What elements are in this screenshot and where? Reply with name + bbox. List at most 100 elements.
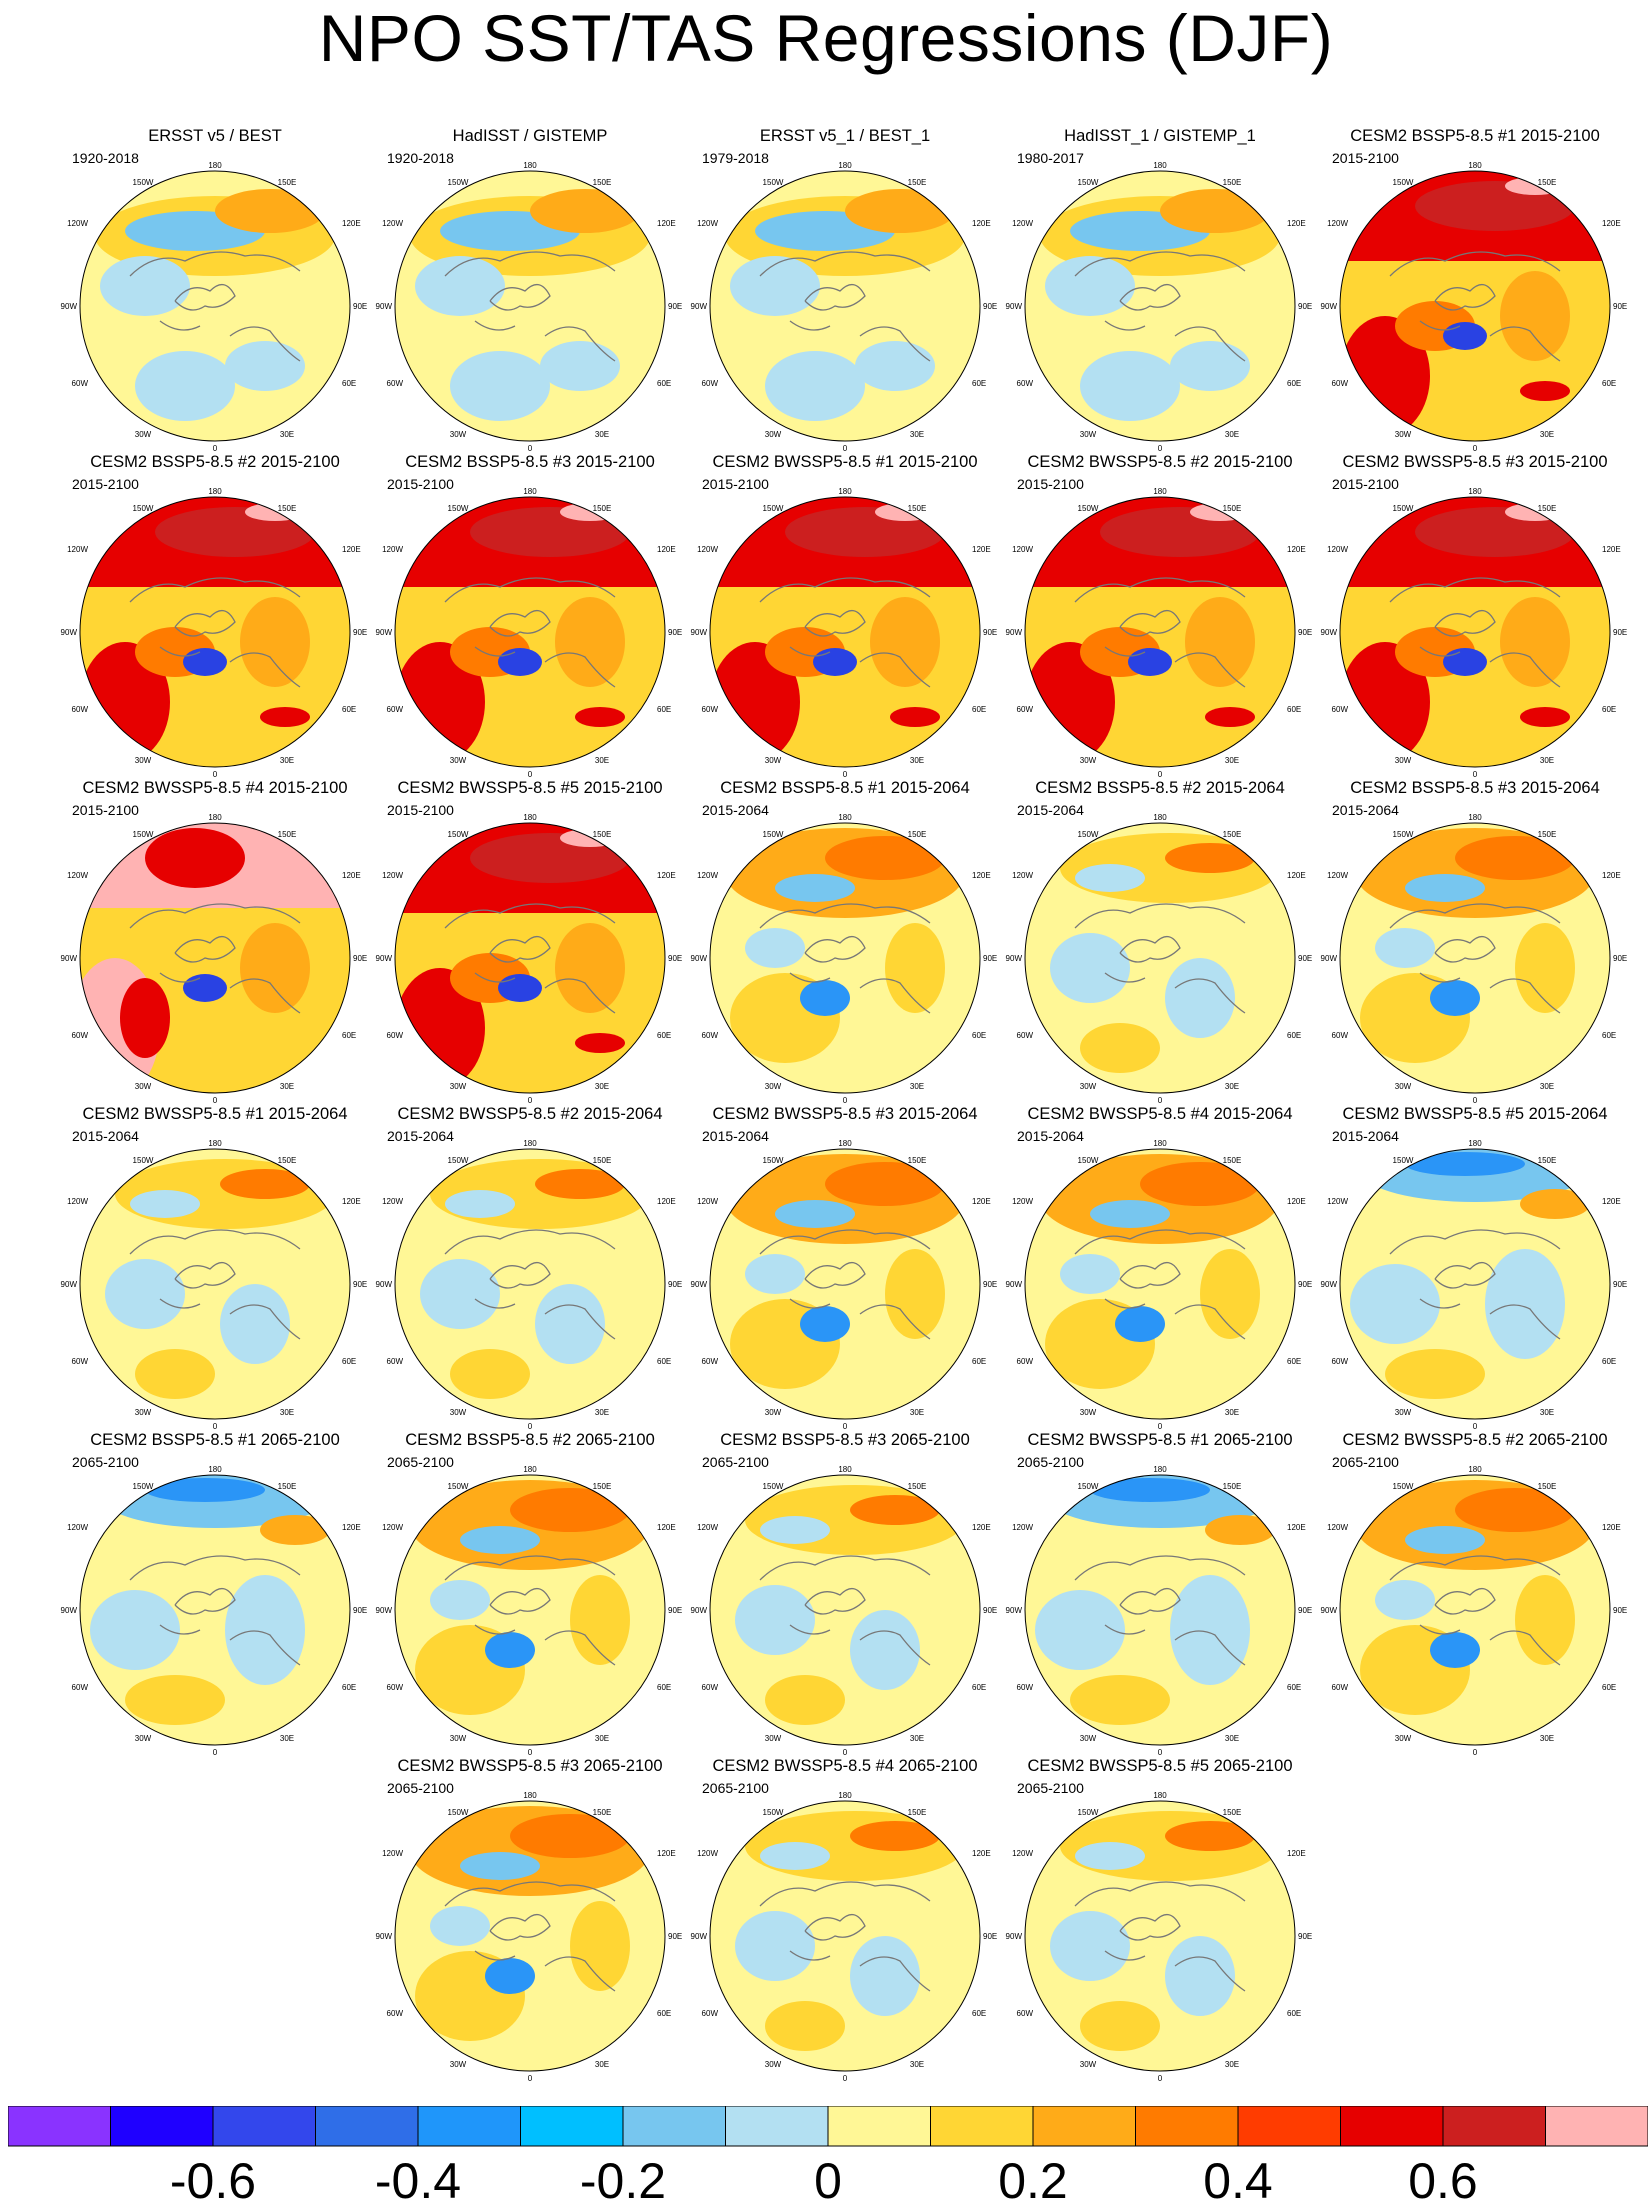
contour-region xyxy=(240,923,310,1013)
coastline xyxy=(444,251,616,362)
contour-region xyxy=(765,1675,845,1725)
coastline xyxy=(444,1229,616,1340)
longitude-label: 180 xyxy=(1468,813,1482,822)
longitude-label: 120W xyxy=(1327,1197,1348,1206)
longitude-label: 0 xyxy=(843,2074,848,2082)
contour-region xyxy=(745,928,805,968)
longitude-label: 120E xyxy=(1602,545,1621,554)
map-panel: CESM2 BWSSP5-8.5 #3 2015-2100 2015-2100 18… xyxy=(1320,452,1630,778)
longitude-label: 150W xyxy=(133,1156,154,1165)
contour-region xyxy=(1070,1675,1170,1725)
contour-region xyxy=(765,2001,845,2051)
contour-region xyxy=(530,189,640,233)
longitude-label: 120E xyxy=(972,545,991,554)
longitude-label: 30E xyxy=(595,2060,609,2069)
longitude-label: 180 xyxy=(1153,813,1167,822)
longitude-label: 0 xyxy=(528,444,533,452)
longitude-label: 150W xyxy=(1078,1482,1099,1491)
contour-region xyxy=(775,874,855,902)
contour-region xyxy=(460,1852,540,1880)
colorbar-swatch xyxy=(212,2106,316,2147)
colorbar-swatch xyxy=(1135,2106,1239,2147)
longitude-label: 60W xyxy=(702,1357,719,1366)
map-boundary xyxy=(1339,1148,1611,1420)
contour-region xyxy=(825,836,945,880)
longitude-label: 90W xyxy=(1006,1932,1023,1941)
longitude-label: 120E xyxy=(1602,1197,1621,1206)
contour-region xyxy=(1170,341,1250,391)
longitude-label: 150E xyxy=(1223,1156,1242,1165)
longitude-label: 0 xyxy=(213,770,218,778)
panel-period: 2065-2100 xyxy=(72,1454,139,1470)
coastline xyxy=(1389,903,1561,1014)
colorbar-swatch xyxy=(622,2106,726,2147)
longitude-label: 150W xyxy=(1393,830,1414,839)
contour-region xyxy=(100,256,190,316)
longitude-label: 90W xyxy=(1006,302,1023,311)
longitude-label: 30E xyxy=(280,1408,294,1417)
longitude-label: 0 xyxy=(843,1422,848,1430)
contour-region xyxy=(575,707,625,727)
longitude-label: 30W xyxy=(1080,756,1097,765)
contour-region xyxy=(498,648,542,676)
panel-title: CESM2 BSSP5-8.5 #3 2015-2100 xyxy=(405,453,655,471)
panel-title: CESM2 BWSSP5-8.5 #3 2015-2100 xyxy=(1342,453,1608,471)
longitude-label: 120E xyxy=(1287,1849,1306,1858)
longitude-label: 180 xyxy=(1468,487,1482,496)
polar-map: 180 0 90W 90E 150W 120W 150E 120E 60W 30W 60E 30E xyxy=(1006,1791,1313,2082)
longitude-label: 60E xyxy=(1287,705,1301,714)
contour-region xyxy=(240,597,310,687)
map-boundary xyxy=(709,1474,981,1746)
longitude-label: 30E xyxy=(1540,1734,1554,1743)
longitude-label: 0 xyxy=(843,1748,848,1756)
longitude-label: 60E xyxy=(342,1357,356,1366)
longitude-label: 150W xyxy=(763,1808,784,1817)
longitude-label: 0 xyxy=(528,1748,533,1756)
contour-region xyxy=(850,1610,920,1690)
longitude-label: 150E xyxy=(1538,504,1557,513)
contour-region xyxy=(850,1936,920,2016)
longitude-label: 60E xyxy=(657,2009,671,2018)
contour-region xyxy=(1520,1189,1590,1219)
longitude-label: 30W xyxy=(450,1408,467,1417)
map-panel: CESM2 BSSP5-8.5 #3 2015-2064 2015-2064 180… xyxy=(1320,778,1630,1104)
longitude-label: 90W xyxy=(1321,1280,1338,1289)
colorbar-swatch xyxy=(827,2106,931,2147)
panel-title: CESM2 BWSSP5-8.5 #1 2065-2100 xyxy=(1027,1431,1293,1449)
longitude-label: 120W xyxy=(67,1197,88,1206)
contour-region xyxy=(535,1169,625,1199)
panel-period: 2065-2100 xyxy=(387,1454,454,1470)
contour-region xyxy=(498,974,542,1002)
longitude-label: 30W xyxy=(1080,1082,1097,1091)
contour-region xyxy=(890,707,940,727)
longitude-label: 60E xyxy=(1287,1357,1301,1366)
longitude-label: 150W xyxy=(1393,1156,1414,1165)
longitude-label: 90W xyxy=(1321,302,1338,311)
longitude-label: 180 xyxy=(838,161,852,170)
map-panel: HadISST / GISTEMP 1920-2018 180 0 90W 90E 150W… xyxy=(375,126,685,452)
contour-region xyxy=(1160,189,1270,233)
contour-region xyxy=(120,978,170,1058)
longitude-label: 90W xyxy=(691,1606,708,1615)
polar-map: 180 0 90W 90E 150W 120W 150E 120E 60W 30W 60E 30E xyxy=(691,161,998,452)
longitude-label: 180 xyxy=(1153,1465,1167,1474)
longitude-label: 120E xyxy=(342,545,361,554)
longitude-label: 30W xyxy=(1080,2060,1097,2069)
longitude-label: 90E xyxy=(1613,1280,1627,1289)
map-boundary xyxy=(709,822,981,1094)
colorbar-tick-label: 0.4 xyxy=(1203,2153,1273,2206)
longitude-label: 150E xyxy=(1538,178,1557,187)
panel-title: CESM2 BWSSP5-8.5 #4 2015-2100 xyxy=(82,779,348,797)
contour-region xyxy=(1080,1023,1160,1073)
map-panel: CESM2 BSSP5-8.5 #1 2015-2100 2015-2100 180… xyxy=(1320,126,1630,452)
longitude-label: 0 xyxy=(843,444,848,452)
map-boundary xyxy=(1024,1800,1296,2072)
contour-region xyxy=(1520,707,1570,727)
longitude-label: 120W xyxy=(67,219,88,228)
coastline xyxy=(1074,1881,1246,1992)
longitude-label: 0 xyxy=(1158,1422,1163,1430)
longitude-label: 90E xyxy=(983,1932,997,1941)
contour-region xyxy=(1443,322,1487,350)
map-panel: CESM2 BSSP5-8.5 #2 2015-2100 2015-2100 180… xyxy=(60,452,370,778)
contour-region xyxy=(1385,1349,1485,1399)
